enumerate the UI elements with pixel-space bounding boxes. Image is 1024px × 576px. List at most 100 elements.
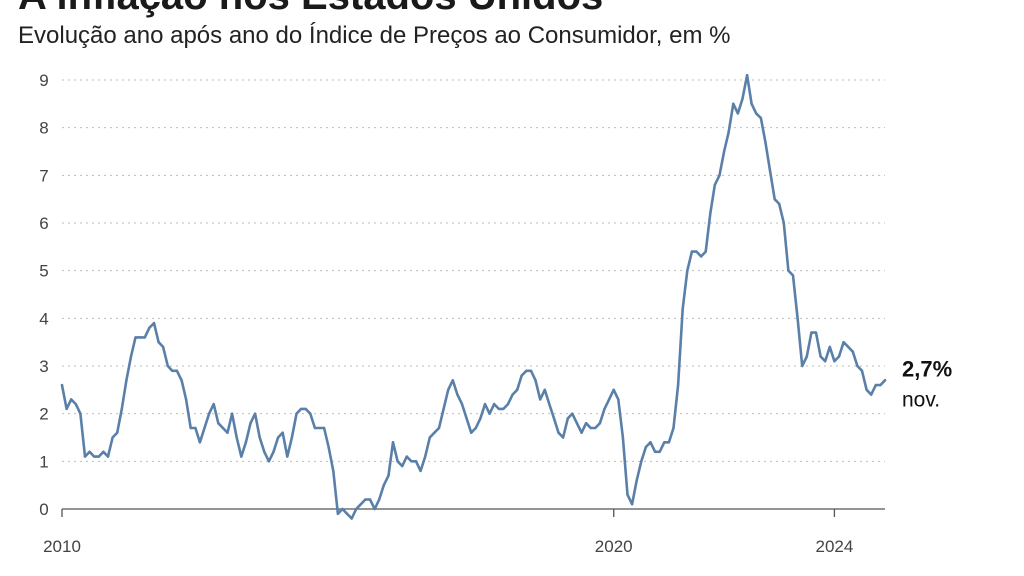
data-point bbox=[327, 445, 330, 449]
data-point bbox=[244, 441, 248, 444]
data-point bbox=[672, 426, 675, 430]
data-point bbox=[493, 402, 496, 406]
data-point bbox=[681, 307, 684, 310]
data-point bbox=[184, 398, 188, 401]
data-point bbox=[230, 412, 234, 415]
data-point bbox=[520, 374, 523, 377]
data-point bbox=[741, 97, 744, 101]
data-point bbox=[805, 355, 808, 358]
data-point bbox=[161, 345, 165, 349]
data-point bbox=[433, 431, 436, 434]
data-point bbox=[824, 360, 827, 363]
data-point bbox=[833, 360, 836, 363]
data-point bbox=[759, 116, 763, 120]
data-point bbox=[529, 369, 533, 372]
data-point bbox=[837, 355, 841, 358]
data-point bbox=[539, 398, 542, 401]
data-point bbox=[203, 426, 206, 430]
data-point bbox=[851, 350, 854, 353]
data-point bbox=[470, 431, 473, 434]
data-point bbox=[460, 402, 464, 406]
data-point bbox=[796, 317, 799, 320]
chart-title: A inflação nos Estados Unidos bbox=[18, 0, 603, 19]
data-point bbox=[364, 498, 367, 501]
data-point bbox=[598, 422, 602, 425]
data-point bbox=[139, 336, 142, 339]
data-point bbox=[732, 102, 735, 106]
data-point bbox=[382, 484, 385, 487]
data-point bbox=[410, 460, 413, 463]
data-point bbox=[479, 417, 482, 420]
data-point bbox=[281, 431, 284, 434]
data-point bbox=[148, 326, 151, 330]
data-point bbox=[552, 417, 556, 420]
data-point bbox=[879, 383, 882, 387]
data-point bbox=[355, 507, 358, 511]
x-tick-label: 2020 bbox=[595, 537, 633, 556]
data-point bbox=[883, 379, 887, 382]
data-point bbox=[607, 398, 611, 401]
data-point bbox=[621, 436, 625, 439]
data-point bbox=[649, 441, 652, 444]
y-tick-label: 2 bbox=[39, 405, 48, 424]
data-point bbox=[727, 131, 730, 134]
data-point bbox=[663, 441, 666, 444]
data-point bbox=[79, 412, 82, 415]
data-point bbox=[171, 369, 174, 372]
y-tick-label: 3 bbox=[39, 357, 48, 376]
data-point bbox=[253, 412, 257, 415]
data-point bbox=[704, 250, 707, 253]
data-point bbox=[272, 450, 275, 453]
data-point bbox=[566, 417, 569, 420]
data-point bbox=[736, 112, 740, 115]
y-tick-label: 9 bbox=[39, 71, 48, 90]
y-tick-label: 6 bbox=[39, 214, 48, 233]
data-point bbox=[640, 460, 643, 463]
data-point bbox=[304, 407, 307, 411]
data-point bbox=[240, 455, 243, 458]
data-point bbox=[483, 402, 487, 406]
data-point bbox=[847, 345, 850, 349]
chart-subtitle: Evolução ano após ano do Índice de Preço… bbox=[18, 22, 731, 49]
data-point bbox=[405, 455, 408, 458]
data-point bbox=[332, 469, 335, 473]
data-point bbox=[791, 274, 795, 277]
data-point bbox=[318, 426, 321, 430]
data-point bbox=[626, 493, 629, 496]
data-point bbox=[630, 503, 634, 506]
x-axis-ticks: 2010 2020 2024 bbox=[43, 509, 853, 556]
data-point bbox=[207, 412, 211, 415]
data-point bbox=[125, 379, 128, 382]
data-point bbox=[557, 431, 560, 434]
data-point bbox=[157, 341, 160, 344]
data-point bbox=[152, 321, 156, 325]
data-point bbox=[97, 455, 101, 458]
data-point bbox=[745, 74, 749, 77]
y-tick-label: 7 bbox=[39, 166, 48, 185]
data-point bbox=[617, 398, 620, 401]
data-point bbox=[65, 407, 68, 411]
data-point bbox=[401, 464, 404, 468]
data-point bbox=[88, 450, 91, 453]
data-point bbox=[516, 388, 519, 391]
data-point bbox=[373, 507, 376, 511]
data-point bbox=[414, 460, 418, 463]
data-point bbox=[267, 460, 271, 463]
inflation-series-line bbox=[60, 73, 887, 520]
data-point bbox=[309, 412, 312, 415]
data-point bbox=[860, 369, 864, 372]
data-point bbox=[359, 503, 363, 506]
data-point bbox=[856, 364, 859, 368]
data-point bbox=[575, 422, 579, 425]
data-point bbox=[175, 369, 179, 372]
data-point bbox=[658, 450, 661, 453]
data-point bbox=[111, 436, 114, 439]
data-point bbox=[74, 402, 78, 406]
data-point bbox=[120, 407, 124, 411]
data-point bbox=[143, 336, 146, 339]
data-point bbox=[782, 221, 785, 225]
data-point bbox=[778, 202, 781, 206]
data-point bbox=[718, 174, 721, 177]
data-point bbox=[180, 379, 183, 382]
y-tick-label: 4 bbox=[39, 309, 48, 328]
